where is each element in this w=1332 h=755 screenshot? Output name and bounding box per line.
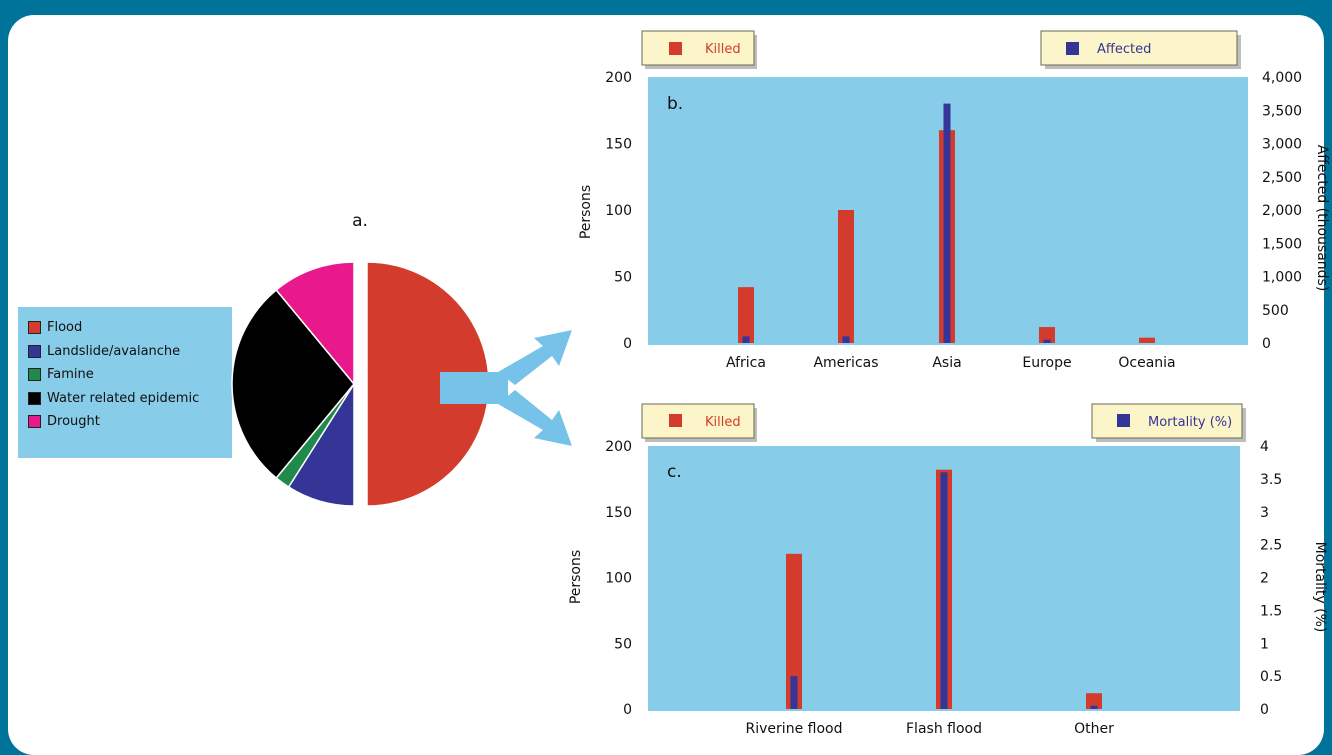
legend-label-killed: Killed [705,42,741,57]
y-tick-label-left: 200 [605,439,632,455]
legend-item-famine: Famine [28,363,232,387]
y-tick-label-right: 2,000 [1262,203,1302,219]
x-tick-label: Oceania [1118,355,1175,371]
legend-label: Famine [47,367,94,383]
bar-killed-africa [738,287,754,343]
y-tick-label-left: 150 [605,137,632,153]
x-tick-label: Flash flood [906,721,982,737]
x-tick-label: Americas [813,355,878,371]
panel-label-b: b. [667,94,683,114]
y-tick-label-left: 50 [614,270,632,286]
legend-item-drought: Drought [28,410,232,434]
legend-swatch-killed [669,414,682,427]
y-tick-label-right: 0 [1260,702,1269,718]
bar-killed-americas [838,210,854,343]
y-tick-label-right: 2.5 [1260,538,1282,554]
legend-label: Drought [47,414,100,430]
legend-label: Water related epidemic [47,390,200,406]
y-axis-label-b: Persons [578,185,594,239]
y-tick-label-right: 3,500 [1262,103,1302,119]
bar-mortality-flash-flood [940,472,948,709]
panel-label-a: a. [352,211,368,231]
y-tick-label-right: 0 [1262,336,1271,352]
legend-label: Landslide/avalanche [47,343,181,359]
legend-swatch-mortality [1117,414,1130,427]
bar-affected-europe [1043,339,1051,343]
y-tick-label-right: 1 [1260,636,1269,652]
bar-killed-other [1086,693,1102,709]
y-tick-label-left: 100 [605,203,632,219]
legend-label-killed: Killed [705,415,741,430]
x-tick-label: Asia [932,355,961,371]
y-tick-label-right: 3,000 [1262,137,1302,153]
y-tick-label-right: 1.5 [1260,603,1282,619]
y-tick-label-right: 1,500 [1262,236,1302,252]
y-axis-right-label-c: Mortality (%) [1312,542,1328,633]
y-tick-label-left: 50 [614,636,632,652]
chart-c: c. 0 50 100 150 200 0 0.5 1 1.5 2 2.5 3 3.5 4 Riveri… [568,403,1328,737]
legend-swatch-landslide [28,344,41,358]
legend-label-affected: Affected [1097,42,1151,57]
y-tick-label-right: 3 [1260,505,1269,521]
bar-killed-riverine-flood [786,553,802,709]
y-tick-label-right: 3.5 [1260,472,1282,488]
y-tick-label-right: 2 [1260,571,1269,587]
y-axis-label-c: Persons [568,550,584,604]
y-tick-label-right: 4,000 [1262,70,1302,86]
x-tick-label: Other [1074,721,1114,737]
legend-item-epidemic: Water related epidemic [28,387,232,411]
legend-swatch-killed [669,42,682,55]
y-tick-label-left: 0 [623,702,632,718]
bar-affected-asia [943,103,951,343]
legend-label: Flood [47,320,83,336]
y-tick-label-left: 100 [605,571,632,587]
bar-mortality-other [1090,705,1098,709]
y-tick-label-right: 4 [1260,439,1269,455]
legend-item-landslide: Landslide/avalanche [28,340,232,364]
y-tick-label-right: 0.5 [1260,669,1282,685]
y-tick-label-right: 1,000 [1262,270,1302,286]
legend-affected-b: Affected [1040,30,1241,69]
y-axis-right-label-b: Affected (thousands) [1314,145,1330,292]
bar-affected-americas [842,336,850,343]
bar-killed-europe [1039,327,1055,343]
legend-swatch-epidemic [28,391,41,405]
pie-chart [231,261,490,507]
y-tick-label-left: 150 [605,505,632,521]
legend-killed-b: Killed [641,30,757,69]
legend-mortality-c: Mortality (%) [1091,403,1246,442]
chart-b: b. 0 50 100 150 200 0 500 1,000 1,500 2,000 2,500… [578,30,1330,371]
pie-legend: Flood Landslide/avalanche Famine Water r… [18,307,232,458]
legend-label-mortality: Mortality (%) [1148,415,1232,430]
legend-swatch-flood [28,321,41,335]
x-tick-label: Africa [726,355,766,371]
pie-slice-drought [275,261,355,387]
bar-mortality-riverine-flood [790,676,798,709]
legend-swatch-drought [28,415,41,429]
legend-item-flood: Flood [28,316,232,340]
y-tick-label-right: 2,500 [1262,170,1302,186]
y-tick-label-right: 500 [1262,303,1289,319]
panel-label-c: c. [667,462,682,482]
legend-swatch-famine [28,368,41,382]
legend-killed-c: Killed [641,403,757,442]
y-tick-label-left: 0 [623,336,632,352]
pie-slice-water-related-epidemic [231,288,355,480]
x-tick-label: Europe [1022,355,1071,371]
bar-killed-oceania [1139,337,1155,343]
legend-swatch-affected [1066,42,1079,55]
x-tick-label: Riverine flood [746,721,843,737]
y-tick-label-left: 200 [605,70,632,86]
arrow-icon [440,330,572,446]
bar-affected-africa [742,336,750,343]
